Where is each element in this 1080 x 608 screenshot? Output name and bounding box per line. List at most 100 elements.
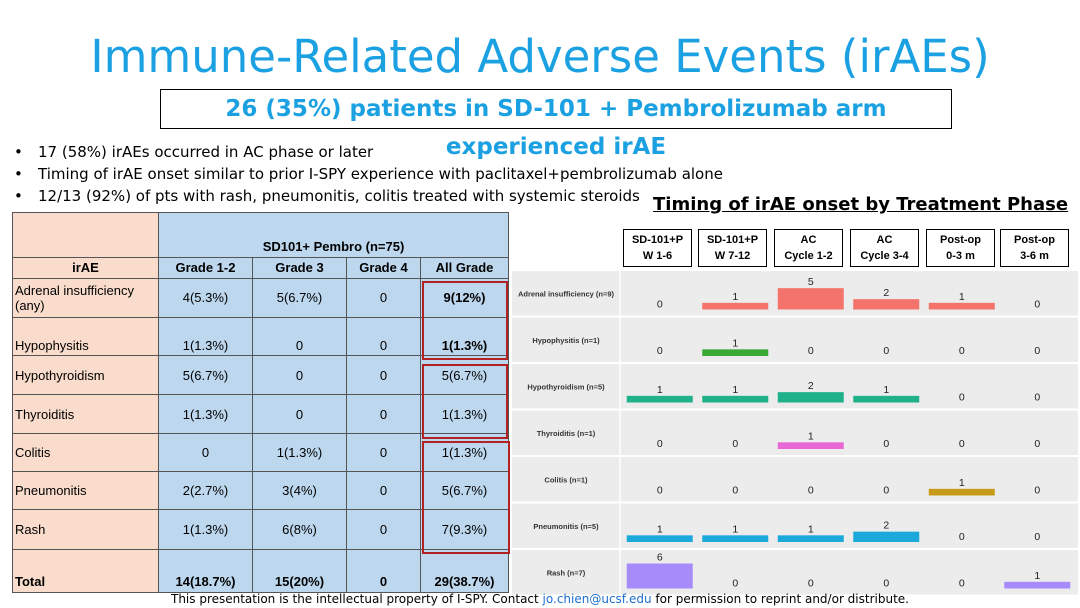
table-cell: 5(6.7%) bbox=[252, 277, 347, 318]
table-cell: 0 bbox=[252, 394, 347, 434]
series-label: Thyroiditis (n=1) bbox=[537, 429, 596, 438]
irae-grade-table: SD101+ Pembro (n=75) irAE Grade 1-2 Grad… bbox=[12, 211, 509, 594]
table-cell: 0 bbox=[346, 277, 421, 318]
chart-row: Thyroiditis (n=1) 0 0 1 0 0 0 bbox=[512, 410, 1078, 455]
data-label: 0 bbox=[959, 345, 965, 357]
table-cell: 5(6.7%) bbox=[420, 355, 509, 396]
data-label: 1 bbox=[808, 430, 814, 442]
data-label: 6 bbox=[657, 552, 663, 564]
total-row: Total 14(18.7%) 15(20%) 0 29(38.7%) bbox=[12, 548, 509, 594]
footer-text: for permission to reprint and/or distrib… bbox=[651, 592, 909, 606]
phase-header: Post-op 0-3 m bbox=[926, 229, 995, 267]
table-cell: 7(9.3%) bbox=[420, 509, 509, 550]
data-label: 0 bbox=[808, 345, 814, 357]
data-bar bbox=[928, 488, 995, 496]
table-cell: 0 bbox=[346, 432, 421, 472]
table-cell: 15(20%) bbox=[252, 548, 347, 594]
table-row: Pneumonitis 2(2.7%) 3(4%) 0 5(6.7%) bbox=[12, 470, 509, 511]
table-cell: 1(1.3%) bbox=[158, 394, 253, 434]
data-label: 1 bbox=[808, 523, 814, 535]
phase-header: SD-101+P W 7-12 bbox=[698, 229, 767, 267]
data-label: 0 bbox=[808, 578, 814, 590]
data-label: 0 bbox=[1034, 345, 1040, 357]
data-bar bbox=[702, 395, 769, 403]
data-bar bbox=[777, 392, 844, 403]
data-label: 1 bbox=[657, 523, 663, 535]
data-label: 0 bbox=[883, 485, 889, 497]
column-header: All Grade bbox=[420, 257, 509, 279]
table-cell: 14(18.7%) bbox=[158, 548, 253, 594]
chart-row: Pneumonitis (n=5) 1 1 1 2 0 0 bbox=[512, 503, 1078, 548]
table-cell: 1(1.3%) bbox=[420, 316, 509, 357]
table-cell: 0 bbox=[346, 470, 421, 511]
row-label: Hypophysitis bbox=[12, 316, 159, 357]
table-cell: 1(1.3%) bbox=[252, 432, 347, 472]
data-label: 0 bbox=[883, 438, 889, 450]
data-bar bbox=[853, 395, 920, 403]
table-cell: 9(12%) bbox=[420, 277, 509, 318]
table-row: Thyroiditis 1(1.3%) 0 0 1(1.3%) bbox=[12, 394, 509, 434]
group-header: SD101+ Pembro (n=75) bbox=[158, 211, 509, 258]
phase-header: Post-op 3-6 m bbox=[1000, 229, 1069, 267]
contact-email-link[interactable]: jo.chien@ucsf.edu bbox=[542, 592, 652, 606]
table-cell: 6(8%) bbox=[252, 509, 347, 550]
series-label: Rash (n=7) bbox=[547, 568, 586, 577]
bullet-dot: • bbox=[14, 165, 23, 183]
chart-row: Adrenal insufficiency (n=9) 0 1 5 2 1 0 bbox=[512, 271, 1078, 316]
data-label: 1 bbox=[732, 291, 738, 303]
table-row: Hypophysitis 1(1.3%) 0 0 1(1.3%) bbox=[12, 316, 509, 357]
row-label: Total bbox=[12, 548, 159, 594]
bullet-text: Timing of irAE onset similar to prior I-… bbox=[38, 165, 723, 183]
series-label: Colitis (n=1) bbox=[544, 475, 588, 484]
table-cell: 3(4%) bbox=[252, 470, 347, 511]
table-cell: 29(38.7%) bbox=[420, 548, 509, 594]
data-label: 0 bbox=[1034, 531, 1040, 543]
summary-banner: 26 (35%) patients in SD-101 + Pembrolizu… bbox=[160, 89, 952, 160]
column-header: Grade 4 bbox=[346, 257, 421, 279]
column-header: Grade 1-2 bbox=[158, 257, 253, 279]
table-cell: 2(2.7%) bbox=[158, 470, 253, 511]
row-label: Adrenal insufficiency (any) bbox=[12, 277, 159, 318]
row-label: Hypothyroidism bbox=[12, 355, 159, 396]
column-header: irAE bbox=[12, 257, 159, 279]
data-label: 1 bbox=[732, 337, 738, 349]
table-row: Colitis 0 1(1.3%) 0 1(1.3%) bbox=[12, 432, 509, 472]
series-label: Pneumonitis (n=5) bbox=[533, 522, 599, 531]
bullet-dot: • bbox=[14, 187, 23, 205]
data-label: 1 bbox=[732, 523, 738, 535]
data-label: 0 bbox=[657, 345, 663, 357]
data-label: 0 bbox=[732, 578, 738, 590]
data-bar bbox=[626, 395, 693, 403]
chart-row: Colitis (n=1) 0 0 0 0 1 0 bbox=[512, 457, 1078, 502]
data-label: 0 bbox=[732, 485, 738, 497]
data-bar bbox=[702, 302, 769, 310]
data-label: 0 bbox=[657, 438, 663, 450]
data-label: 0 bbox=[883, 345, 889, 357]
highlight-box bbox=[422, 364, 508, 439]
series-label: Adrenal insufficiency (n=9) bbox=[518, 289, 615, 298]
data-label: 1 bbox=[883, 384, 889, 396]
timing-chart-title: Timing of irAE onset by Treatment Phase bbox=[653, 194, 1069, 215]
data-label: 2 bbox=[883, 520, 889, 532]
bullet-text: 12/13 (92%) of pts with rash, pneumoniti… bbox=[38, 187, 640, 205]
phase-header: AC Cycle 3-4 bbox=[850, 229, 919, 267]
table-cell: 4(5.3%) bbox=[158, 277, 253, 318]
chart-row: Rash (n=7) 6 0 0 0 0 1 bbox=[512, 550, 1078, 595]
table-cell: 0 bbox=[346, 355, 421, 396]
table-cell: 0 bbox=[346, 316, 421, 357]
data-label: 0 bbox=[959, 531, 965, 543]
bullet-item: • 12/13 (92%) of pts with rash, pneumonit… bbox=[14, 185, 723, 207]
data-label: 0 bbox=[883, 578, 889, 590]
data-label: 0 bbox=[959, 578, 965, 590]
data-bar bbox=[702, 349, 769, 356]
data-bar bbox=[928, 302, 995, 310]
table-cell: 5(6.7%) bbox=[158, 355, 253, 396]
footer: This presentation is the intellectual pr… bbox=[0, 592, 1080, 606]
data-bar bbox=[626, 563, 693, 589]
data-bar bbox=[702, 535, 769, 542]
data-label: 0 bbox=[657, 485, 663, 497]
row-label: Rash bbox=[12, 509, 159, 550]
footer-text: This presentation is the intellectual pr… bbox=[170, 592, 543, 606]
row-background bbox=[512, 550, 1078, 595]
table-corner bbox=[12, 211, 159, 259]
